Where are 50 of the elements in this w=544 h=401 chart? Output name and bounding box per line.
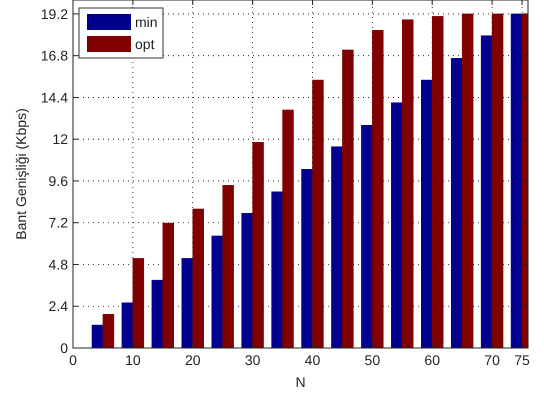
y-tick-label: 7.2 [48,214,68,231]
y-tick-label: 16.8 [40,48,68,64]
bar [152,280,164,348]
bar [222,185,234,348]
legend-label: min [135,14,158,30]
bar [402,19,414,348]
x-tick-label: 30 [244,352,261,368]
bar [421,80,432,348]
bar [241,213,253,348]
y-tick-label: 4.8 [48,256,68,272]
bar [372,30,384,348]
y-tick-label: 14.4 [40,89,68,106]
bar [92,324,104,348]
bar [391,102,403,348]
bar [132,258,144,348]
x-axis-title: N [295,374,306,390]
bar [282,110,294,348]
bar [122,302,134,348]
y-tick-label: 9.6 [48,172,68,189]
y-tick-label: 12 [52,131,68,148]
bar [361,125,373,348]
x-tick-label: 60 [424,352,440,368]
x-tick-label: 75 [514,352,530,368]
x-tick-label: 70 [484,352,500,368]
bar [331,146,343,348]
bar [462,14,474,348]
bar [162,222,174,348]
x-tick-label: 50 [364,352,380,368]
y-tick-label: 19.2 [40,6,68,22]
bar [211,236,223,348]
y-tick-label: 0 [60,340,68,356]
bar [271,192,283,348]
bar [450,58,462,348]
bar [492,14,504,348]
x-tick-label: 20 [184,352,201,368]
bar [342,50,354,348]
bar [480,35,492,348]
y-tick-label: 2.4 [48,298,68,314]
bar [510,14,522,348]
x-tick-label: 40 [304,352,320,368]
legend-label: opt [135,36,155,52]
bar [192,208,204,348]
bar [252,142,264,348]
bar [432,16,444,348]
bar [301,169,313,348]
y-axis-title: Bant Genişliği (Kbps) [13,108,29,240]
bar [312,80,324,348]
x-tick-label: 10 [125,352,141,368]
bar [182,258,193,348]
bar [102,314,114,348]
